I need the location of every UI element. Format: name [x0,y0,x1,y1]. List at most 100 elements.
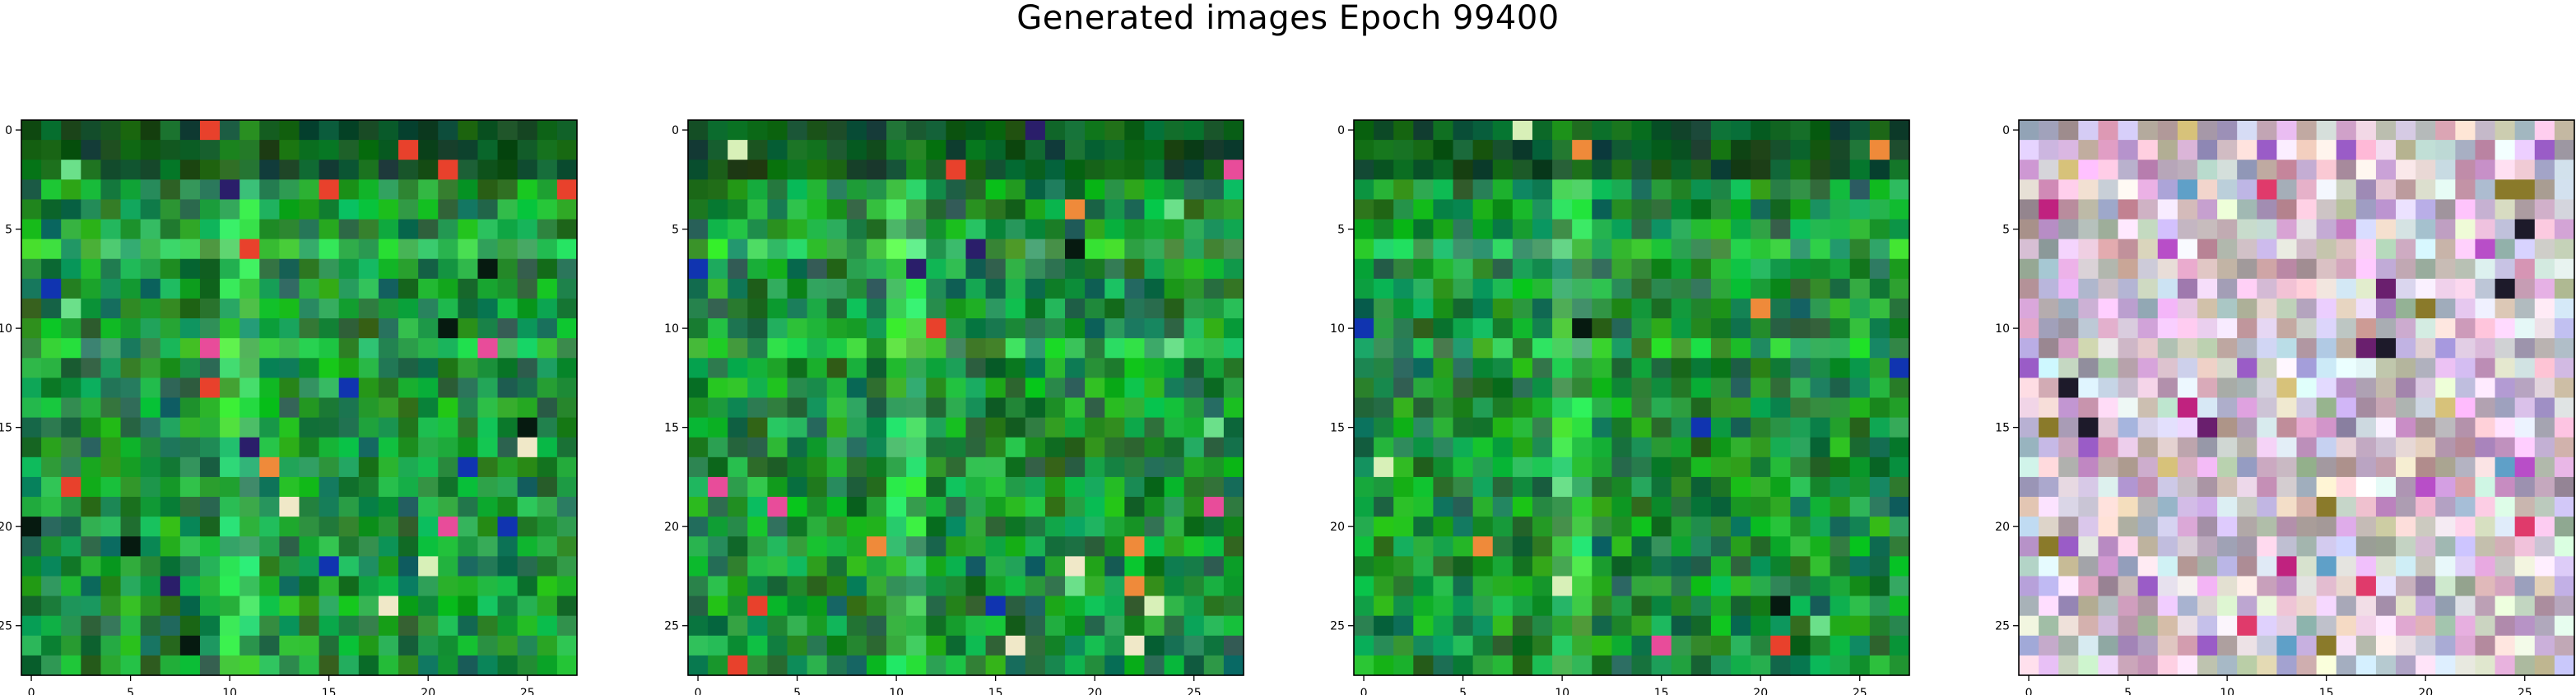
image-pixel [379,576,399,596]
image-pixel [986,220,1007,240]
image-pixel [1552,477,1573,498]
image-pixel [2178,398,2198,419]
image-pixel [2475,179,2495,200]
image-pixel [359,279,379,299]
image-pixel [2237,636,2257,656]
image-pixel [1572,636,1593,656]
image-pixel [2396,497,2416,517]
image-pixel [1611,199,1632,220]
image-pixel [1830,556,1851,577]
image-pixel [1870,616,1890,637]
image-pixel [477,160,498,180]
image-pixel [1374,358,1394,378]
image-pixel [1025,259,1046,280]
image-pixel [906,596,927,617]
image-pixel [458,279,478,299]
image-pixel [906,517,927,537]
image-pixel [1890,378,1910,398]
image-pixel [41,239,62,260]
image-pixel [946,536,966,557]
image-pixel [2118,378,2139,398]
image-pixel [160,517,181,537]
image-pixel [1513,378,1533,398]
image-pixel [100,517,121,537]
image-pixel [1870,179,1890,200]
image-pixel [1224,418,1244,438]
image-pixel [200,199,221,220]
image-pixel [1124,279,1145,299]
image-pixel [1104,636,1125,656]
image-pixel [61,140,81,160]
image-pixel [379,220,399,240]
image-pixel [2555,477,2575,498]
image-pixel [906,299,927,319]
image-pixel [1731,616,1751,637]
image-pixel [379,596,399,617]
image-pixel [359,220,379,240]
image-pixel [239,140,260,160]
image-pixel [319,179,340,200]
image-pixel [708,279,728,299]
image-pixel [1850,517,1871,537]
image-pixel [438,358,458,378]
image-pixel [2475,160,2495,180]
image-pixel [2317,160,2337,180]
image-pixel [688,596,709,617]
image-pixel [279,199,300,220]
image-pixel [926,457,946,478]
image-pixel [2039,556,2059,577]
image-pixel [1790,279,1811,299]
image-pixel [2098,636,2118,656]
image-pixel [160,338,181,359]
image-pixel [1413,199,1434,220]
image-pixel [747,358,768,378]
image-pixel [1473,536,1494,557]
image-pixel [379,536,399,557]
image-pixel [1552,497,1573,517]
image-pixel [1632,299,1653,319]
image-pixel [1513,536,1533,557]
image-pixel [458,220,478,240]
image-pixel [418,536,439,557]
image-pixel [2158,160,2178,180]
image-pixel [2337,398,2357,419]
image-pixel [2237,497,2257,517]
image-pixel [2435,179,2456,200]
image-pixel [180,596,201,617]
image-pixel [537,358,558,378]
image-pixel [708,318,728,339]
image-pixel [1025,378,1046,398]
image-pixel [2337,418,2357,438]
image-pixel [1493,220,1514,240]
image-pixel [1652,616,1672,637]
image-pixel [557,199,578,220]
image-pixel [160,477,181,498]
image-pixel [438,318,458,339]
image-pixel [1104,596,1125,617]
image-pixel [100,477,121,498]
image-pixel [1652,299,1672,319]
image-pixel [2435,497,2456,517]
image-pixel [747,556,768,577]
image-pixel [61,259,81,280]
image-pixel [1493,259,1514,280]
image-pixel [200,279,221,299]
image-pixel [1691,299,1712,319]
image-pixel [557,140,578,160]
image-pixel [2495,160,2516,180]
image-pixel [279,338,300,359]
image-pixel [1393,220,1414,240]
image-pixel [81,536,101,557]
image-pixel [518,517,538,537]
image-pixel [946,418,966,438]
image-pixel [1632,418,1653,438]
image-pixel [1770,318,1791,339]
image-pixel [1652,338,1672,359]
image-pixel [867,239,887,260]
image-pixel [1790,338,1811,359]
image-pixel [2098,497,2118,517]
image-pixel [477,477,498,498]
image-pixel [2317,636,2337,656]
image-pixel [1144,140,1165,160]
image-pixel [2297,179,2318,200]
